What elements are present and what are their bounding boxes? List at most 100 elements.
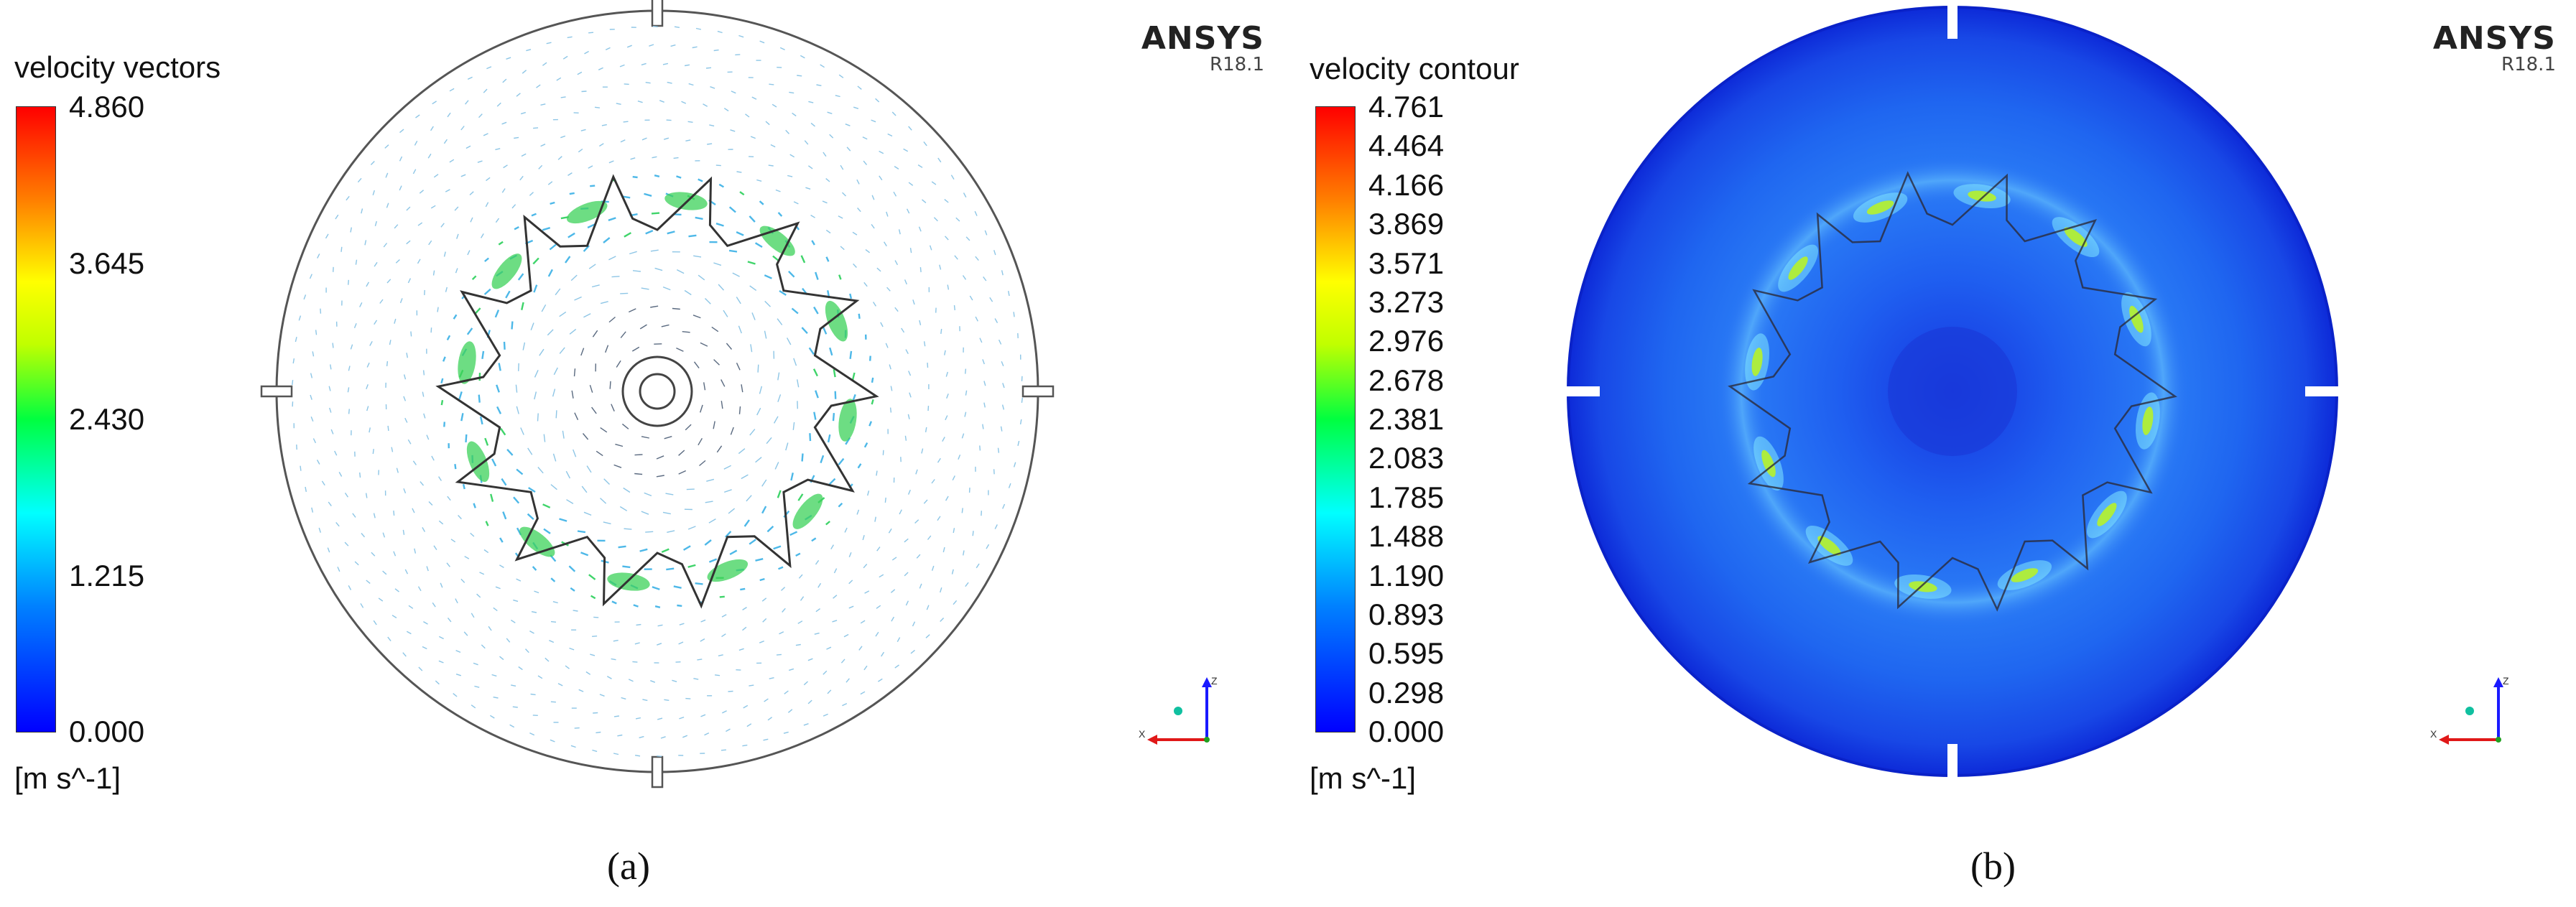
tip-high-b <box>2129 305 2144 333</box>
caption-a: (a) <box>607 845 650 888</box>
velocity-vector <box>415 114 420 118</box>
velocity-vector <box>789 154 795 158</box>
velocity-vector <box>496 406 502 414</box>
velocity-vector <box>488 625 492 631</box>
velocity-vector <box>470 217 473 223</box>
velocity-vector <box>645 531 654 533</box>
legend-tick-label: 0.893 <box>1368 597 1445 631</box>
velocity-vector <box>593 616 599 618</box>
velocity-vector <box>927 406 930 411</box>
velocity-vector <box>631 346 640 352</box>
velocity-vector <box>392 615 397 618</box>
velocity-vector <box>570 274 578 282</box>
velocity-vector <box>519 175 524 181</box>
velocity-vector <box>460 578 465 583</box>
velocity-vector <box>976 563 980 569</box>
velocity-vector <box>764 300 771 307</box>
jet-highlight-a <box>458 341 476 384</box>
velocity-vector <box>759 386 763 394</box>
velocity-vector <box>983 381 986 386</box>
velocity-vector <box>428 501 433 506</box>
velocity-vector <box>807 165 813 169</box>
velocity-vector <box>623 487 631 493</box>
velocity-vector <box>453 314 458 320</box>
velocity-vector <box>843 633 849 638</box>
velocity-vector <box>925 427 927 433</box>
velocity-vector <box>650 249 659 252</box>
legend-unit-b: [m s^-1] <box>1310 761 1417 795</box>
velocity-vector <box>716 445 723 453</box>
velocity-vector <box>386 279 392 284</box>
velocity-vector <box>958 454 961 460</box>
velocity-vector <box>709 124 715 127</box>
velocity-vector <box>710 86 715 89</box>
velocity-vector <box>359 472 361 478</box>
velocity-vector <box>704 539 712 546</box>
velocity-vector <box>520 427 524 435</box>
velocity-vector <box>904 538 909 543</box>
velocity-vector <box>438 636 444 640</box>
velocity-vector <box>531 611 537 613</box>
legend-tick-label: 4.761 <box>1368 90 1445 124</box>
velocity-vector <box>417 222 423 226</box>
velocity-vector <box>447 112 451 118</box>
tip-high-b <box>1866 200 1894 215</box>
velocity-vector <box>840 659 845 664</box>
velocity-vector <box>755 457 762 463</box>
velocity-vector <box>820 455 825 463</box>
velocity-vector <box>538 164 543 169</box>
velocity-vector <box>909 392 912 398</box>
velocity-vector <box>532 566 537 571</box>
velocity-vector <box>608 217 616 221</box>
velocity-vector <box>412 169 417 175</box>
velocity-vector <box>676 269 685 274</box>
velocity-vector <box>430 126 434 131</box>
velocity-vector <box>918 226 922 232</box>
velocity-vector <box>584 50 589 55</box>
velocity-vector <box>566 499 574 504</box>
velocity-vector <box>840 164 844 170</box>
velocity-vector <box>732 272 740 277</box>
velocity-vector <box>464 556 470 559</box>
velocity-vector <box>335 214 339 220</box>
velocity-vector <box>875 98 880 103</box>
velocity-vector <box>447 496 451 501</box>
velocity-vector <box>438 660 444 664</box>
x-axis-label-a: X <box>1139 728 1146 740</box>
velocity-vector <box>338 472 343 477</box>
velocity-vector <box>834 391 837 399</box>
velocity-vector <box>982 359 985 365</box>
velocity-vector <box>396 468 399 473</box>
velocity-vector <box>840 246 845 251</box>
velocity-vector <box>366 406 369 411</box>
velocity-vector <box>369 427 371 433</box>
velocity-vector <box>749 539 756 545</box>
velocity-vector <box>677 604 682 607</box>
velocity-vector <box>446 562 450 567</box>
velocity-vector <box>402 652 407 657</box>
velocity-vector <box>549 640 555 643</box>
velocity-vector <box>740 587 746 591</box>
velocity-vector <box>603 237 611 243</box>
velocity-vector <box>986 544 990 549</box>
velocity-vector <box>800 55 805 59</box>
velocity-vector <box>498 363 501 371</box>
velocity-vector <box>295 337 297 343</box>
velocity-vector <box>596 450 603 457</box>
velocity-vector <box>552 601 558 604</box>
velocity-vector <box>937 457 941 463</box>
velocity-vector <box>571 390 574 399</box>
velocity-vector <box>445 189 450 192</box>
velocity-vector <box>501 478 507 486</box>
velocity-vector <box>697 659 703 661</box>
velocity-vector <box>684 289 692 296</box>
baffle-a <box>651 755 664 789</box>
velocity-vector <box>619 506 628 511</box>
velocity-vector <box>857 463 862 469</box>
velocity-vector <box>880 322 884 327</box>
velocity-vector <box>443 251 446 257</box>
velocity-vector <box>574 727 580 729</box>
velocity-vector <box>334 450 338 456</box>
velocity-vector <box>946 393 949 399</box>
velocity-vector <box>537 675 543 679</box>
